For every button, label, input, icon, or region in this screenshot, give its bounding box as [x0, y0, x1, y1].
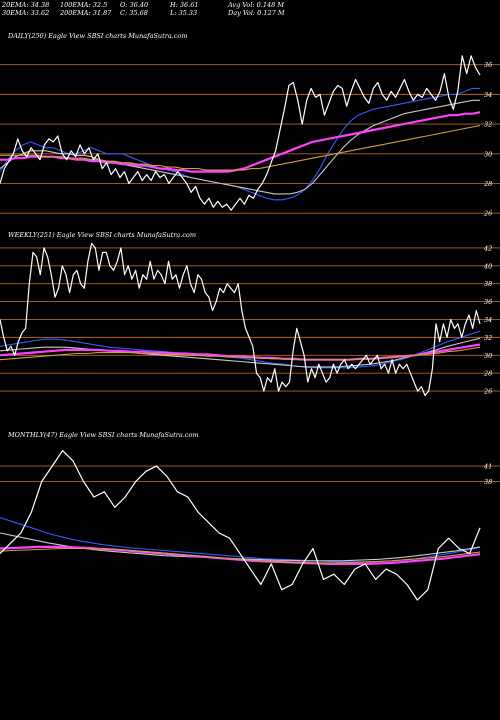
chart-panel-daily: DAILY(250) Eagle View SBSI charts Munafa…	[0, 32, 500, 218]
chart-panel-weekly: WEEKLY(251) Eagle View SBSI charts Munaf…	[0, 231, 500, 397]
chart-title: MONTHLY(47) Eagle View SBSI charts Munaf…	[7, 431, 199, 439]
header-col-5: Avg Vol: 0.148 M Day Vol: 0.127 M	[228, 1, 285, 17]
header-col-2: 100EMA: 32.5 200EMA: 31.87	[60, 1, 111, 17]
y-tick-label: 36	[484, 61, 492, 69]
y-tick-label: 41	[483, 463, 492, 471]
chart-title: WEEKLY(251) Eagle View SBSI charts Munaf…	[8, 231, 196, 239]
y-tick-label: 40	[483, 262, 492, 270]
y-tick-label: 28	[483, 180, 492, 188]
ema-short-line	[0, 330, 481, 369]
high-label: H: 36.61	[170, 1, 199, 9]
ema100-label: 100EMA: 32.5	[60, 1, 108, 9]
price-line	[0, 242, 481, 397]
header-col-3: O: 36.40 C: 35.68	[120, 1, 148, 17]
ema200-label: 200EMA: 31.87	[60, 9, 112, 17]
ema-gold-line	[0, 346, 481, 361]
y-tick-label: 28	[483, 370, 492, 378]
low-label: L: 35.33	[170, 9, 198, 17]
y-tick-label: 42	[483, 244, 492, 252]
price-line	[0, 55, 481, 211]
y-tick-label: 32	[484, 121, 492, 129]
y-tick-label: 34	[484, 316, 492, 324]
y-tick-label: 26	[483, 388, 492, 396]
close-label: C: 35.68	[120, 9, 148, 17]
ema30-label: 30EMA: 33.62	[2, 9, 50, 17]
ema-mid-line	[0, 99, 480, 195]
chart-panel-monthly: MONTHLY(47) Eagle View SBSI charts Munaf…	[0, 431, 500, 601]
header-col-1: 20EMA: 34.38 30EMA: 33.62	[2, 1, 49, 17]
y-tick-label: 38	[484, 280, 492, 288]
y-tick-label: 34	[484, 91, 492, 99]
y-tick-label: 32	[484, 334, 492, 342]
avg-vol-label: Avg Vol: 0.148 M	[228, 1, 285, 9]
y-tick-label: 36	[484, 298, 492, 306]
ema-gold-line	[0, 547, 481, 564]
chart-title: DAILY(250) Eagle View SBSI charts Munafa…	[7, 32, 187, 40]
ema-long-line	[0, 111, 481, 173]
ema20-label: 20EMA: 34.38	[2, 1, 50, 9]
ema-short-line	[0, 87, 480, 201]
ema-long-line	[0, 545, 481, 566]
ema-short-line	[0, 517, 481, 563]
ema-mid-line	[0, 337, 481, 368]
open-label: O: 36.40	[120, 1, 149, 9]
header-col-4: H: 36.61 L: 35.33	[170, 1, 199, 17]
y-tick-label: 30	[484, 150, 492, 158]
y-tick-label: 38	[484, 478, 492, 486]
y-tick-label: 30	[484, 352, 492, 360]
price-line	[0, 450, 481, 601]
day-vol-label: Day Vol: 0.127 M	[228, 9, 285, 17]
y-tick-label: 26	[483, 210, 492, 218]
ema-gold-line	[0, 125, 481, 171]
